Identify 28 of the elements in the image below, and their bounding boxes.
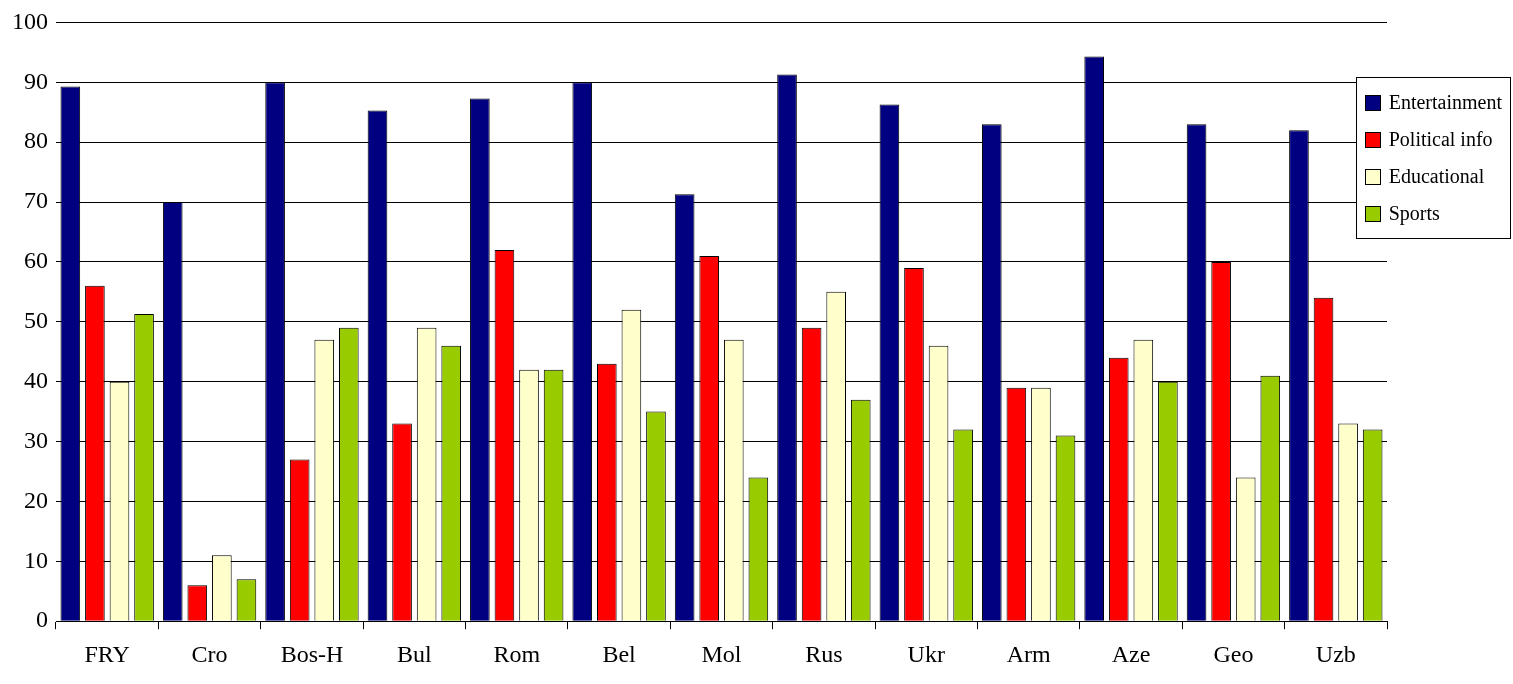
y-tick-label: 80	[24, 127, 48, 154]
y-tick-label: 90	[24, 67, 48, 94]
x-tick-label: Mol	[701, 640, 742, 667]
x-tick-label: Rom	[493, 640, 541, 667]
y-tick-label: 10	[24, 546, 48, 573]
x-tick-label: Rus	[805, 640, 843, 667]
y-tick-label: 0	[36, 606, 48, 633]
y-tick-label: 20	[24, 486, 48, 513]
x-tick-label: Bel	[602, 640, 637, 667]
legend-label: Entertainment	[1388, 91, 1502, 114]
legend-label: Political info	[1388, 128, 1493, 151]
legend-label: Sports	[1388, 202, 1440, 225]
y-tick-label: 40	[24, 366, 48, 393]
legend-label: Educational	[1388, 165, 1485, 188]
y-tick-label: 30	[24, 426, 48, 453]
x-tick-label: Geo	[1213, 640, 1254, 667]
y-tick-label: 100	[12, 7, 48, 34]
x-tick-label: FRY	[84, 640, 130, 667]
x-tick-label: Ukr	[907, 640, 945, 667]
x-tick-label: Cro	[191, 640, 228, 667]
y-tick-label: 60	[24, 247, 48, 274]
x-tick-label: Arm	[1006, 640, 1051, 667]
x-tick-label: Bos-H	[280, 640, 344, 667]
x-tick-label: Bul	[397, 640, 433, 667]
x-tick-label: Uzb	[1315, 640, 1356, 667]
y-tick-label: 50	[24, 307, 48, 334]
y-tick-label: 70	[24, 187, 48, 214]
x-tick-label: Aze	[1111, 640, 1151, 667]
